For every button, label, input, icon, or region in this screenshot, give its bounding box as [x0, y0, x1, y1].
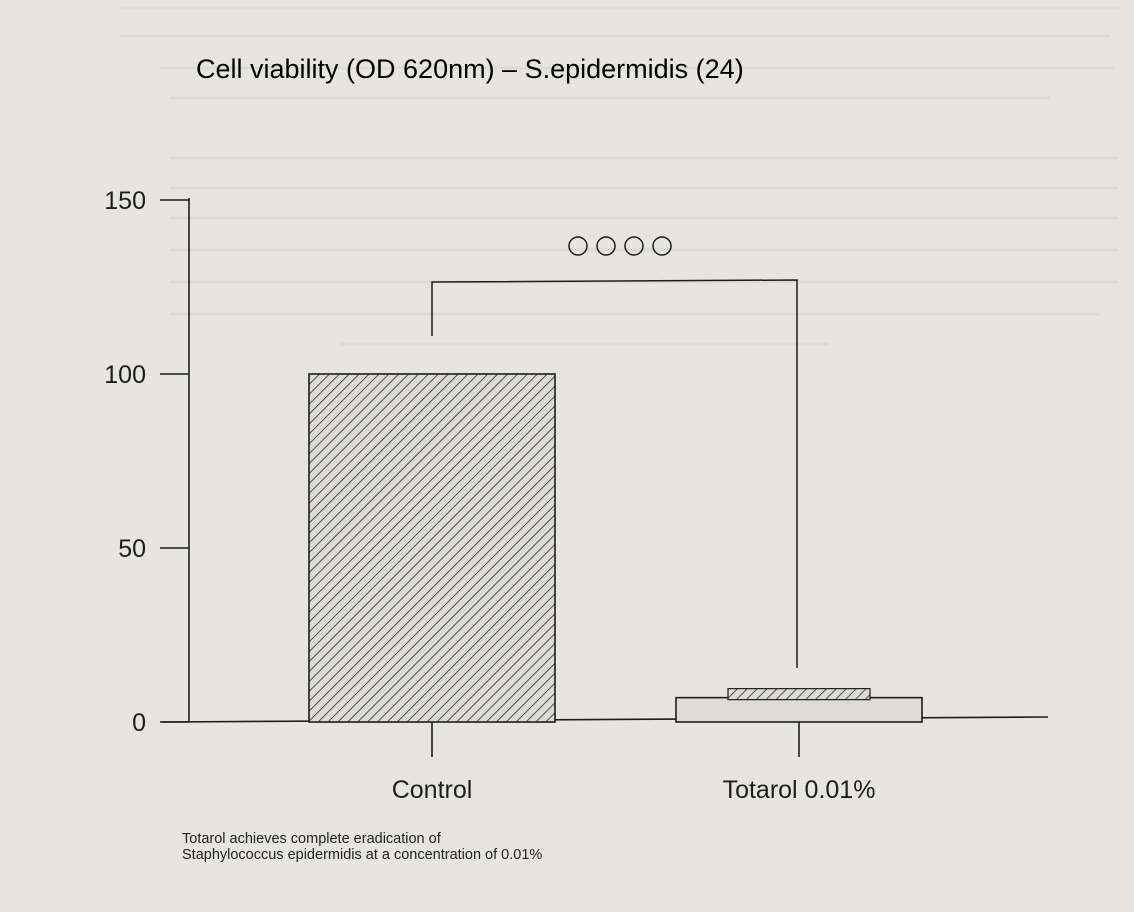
y-tick-label: 150	[104, 187, 146, 215]
chart-title: Cell viability (OD 620nm) – S.epidermidi…	[196, 54, 744, 84]
x-category-label: Totarol 0.01%	[723, 776, 876, 804]
error-bar	[727, 688, 871, 701]
significance-circle	[624, 236, 644, 256]
significance-marker	[568, 236, 672, 256]
y-ticks: 0 50 100 150	[104, 187, 189, 737]
significance-circle	[652, 236, 672, 256]
bar-totarol-0-01	[675, 688, 923, 723]
caption-line-1: Totarol achieves complete eradication of	[182, 831, 441, 847]
y-tick-label: 100	[104, 361, 146, 389]
x-category-label: Control	[392, 776, 473, 804]
caption-line-2: Staphylococcus epidermidis at a concentr…	[182, 847, 543, 863]
y-tick-label: 50	[118, 535, 146, 563]
bars	[308, 373, 923, 723]
bar-control	[308, 373, 556, 723]
significance-bracket	[431, 279, 798, 668]
significance-circle	[568, 236, 588, 256]
x-categories: Control Totarol 0.01%	[392, 722, 876, 804]
y-tick-label: 0	[132, 709, 146, 737]
background-text-texture	[120, 6, 1120, 346]
significance-circle	[596, 236, 616, 256]
caption: Totarol achieves complete eradication of…	[182, 831, 882, 863]
